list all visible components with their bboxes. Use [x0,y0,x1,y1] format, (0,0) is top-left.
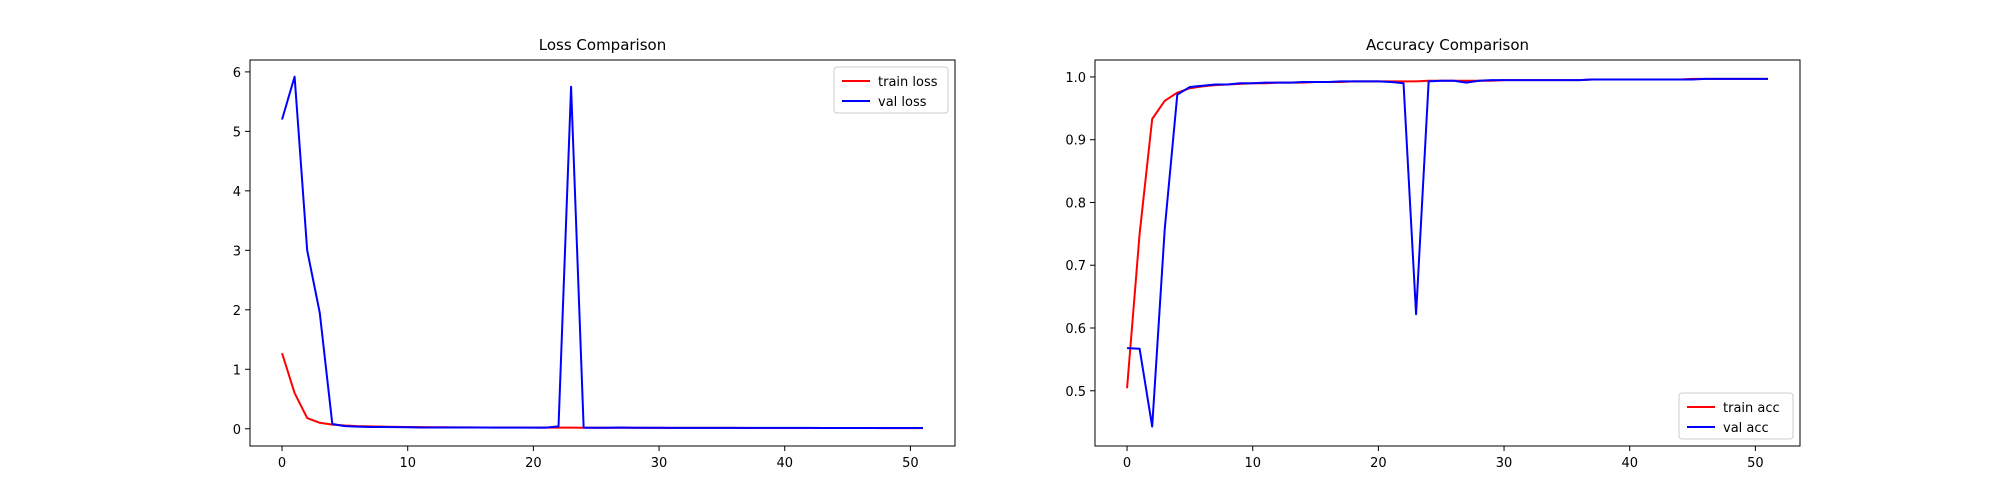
series-line-train-loss [281,352,923,430]
legend-label: val acc [1723,421,1769,436]
x-tick-label: 50 [902,456,919,471]
series-line-train-acc [1126,77,1768,389]
y-tick-label: 3 [233,244,241,259]
legend-label: val loss [878,95,927,110]
y-tick-label: 5 [233,125,241,140]
chart-title: Loss Comparison [539,36,666,54]
chart-2: Accuracy Comparison 0 10 20 30 40 50 0.5 0.6 0.7 0… [1065,36,1801,471]
legend: train loss val loss [833,66,949,114]
x-tick-label: 40 [1621,456,1638,471]
y-tick-label: 1.0 [1065,71,1086,86]
y-tick-label: 0.7 [1065,259,1086,274]
x-tick-label: 30 [651,456,668,471]
y-tick-label: 0.5 [1065,385,1086,400]
series-line-val-acc [1126,77,1768,428]
x-tick-label: 50 [1747,456,1764,471]
y-tick-label: 4 [233,185,241,200]
chart-title: Accuracy Comparison [1366,36,1529,54]
y-tick-label: 6 [233,66,241,81]
plot-frame [1094,59,1801,447]
plot-frame [249,59,956,447]
y-tick-label: 0.8 [1065,196,1086,211]
x-tick-label: 30 [1496,456,1513,471]
legend: train acc val acc [1678,392,1794,440]
x-tick-label: 0 [1123,456,1131,471]
x-tick-label: 10 [1244,456,1261,471]
y-tick-label: 1 [233,363,241,378]
x-tick-label: 0 [278,456,286,471]
x-tick-label: 20 [1370,456,1387,471]
y-tick-label: 2 [233,304,241,319]
x-tick-label: 40 [776,456,793,471]
chart-1: Loss Comparison 0 10 20 30 40 50 0 1 2 3 4 5 6 train l… [233,36,956,471]
series-line-val-loss [281,75,923,429]
x-tick-label: 10 [399,456,416,471]
x-tick-label: 20 [525,456,542,471]
y-tick-label: 0.9 [1065,134,1086,149]
y-tick-label: 0 [233,423,241,438]
legend-label: train loss [878,75,938,90]
legend-label: train acc [1723,401,1780,416]
y-tick-label: 0.6 [1065,322,1086,337]
